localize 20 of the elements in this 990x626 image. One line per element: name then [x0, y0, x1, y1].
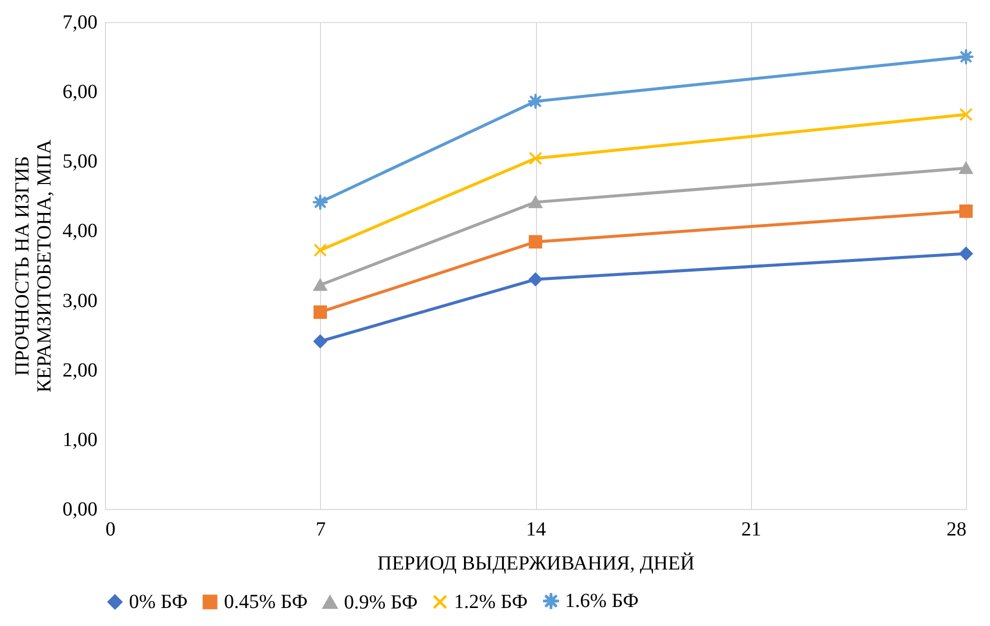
- y-tick-label: 4,00: [62, 220, 98, 242]
- y-tick-label: 5,00: [62, 150, 98, 173]
- y-tick-label: 2,00: [62, 359, 98, 382]
- y-tick-label: 0,00: [62, 498, 98, 520]
- x-tick-label: 0: [106, 518, 116, 540]
- y-tick-label: 1,00: [62, 428, 98, 451]
- legend-label: 1.2% БФ: [454, 590, 528, 613]
- x-tick-label: 7: [316, 518, 326, 540]
- x-tick-label: 14: [526, 518, 546, 540]
- y-tick-label: 7,00: [62, 12, 98, 34]
- x-axis-title: ПЕРИОД ВЫДЕРЖИВАНИЯ, ДНЕЙ: [377, 552, 695, 574]
- legend-label: 1.6% БФ: [565, 590, 639, 612]
- x-tick-label: 21: [741, 518, 762, 540]
- legend-label: 0% БФ: [129, 590, 188, 613]
- x-tick-label: 28: [946, 518, 966, 540]
- y-axis-title: ПРОЧНОСТЬ НА ИЗГИБ КЕРАМЗИТОБЕТОНА, МПА: [12, 139, 56, 392]
- y-tick-label: 3,00: [62, 290, 98, 312]
- y-tick-label: 6,00: [62, 81, 98, 104]
- legend-label: 0.45% БФ: [224, 590, 308, 613]
- legend-label: 0.9% БФ: [344, 591, 418, 614]
